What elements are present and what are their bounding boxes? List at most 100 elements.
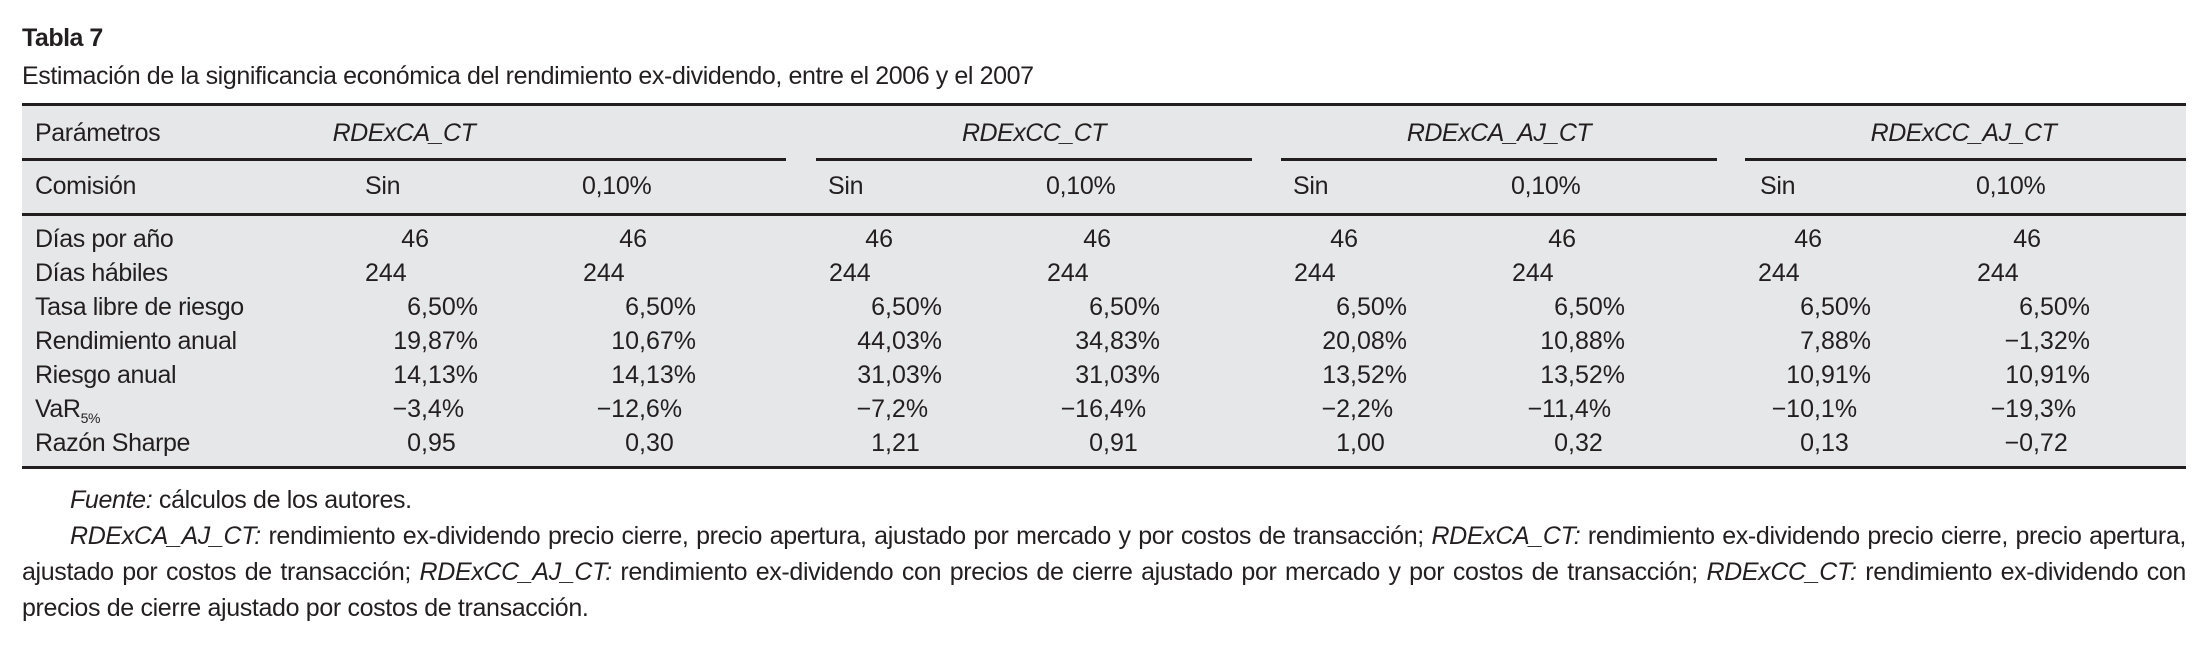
group-header-3: RDExCA_AJ_CT xyxy=(1406,119,1592,147)
row-label: Razón Sharpe xyxy=(35,429,190,458)
row-label: Tasa libre de riesgo xyxy=(35,293,244,322)
table-cell: 244 xyxy=(1512,259,1554,287)
table-cell: 0,30 xyxy=(625,429,674,457)
table-cell: −2,2% xyxy=(1321,395,1394,423)
table-cell: 31,03% xyxy=(1075,361,1160,389)
table-cell: −19,3% xyxy=(1990,395,2077,423)
row-label: Rendimiento anual xyxy=(35,327,237,356)
table-cell: 46 xyxy=(1330,225,1358,253)
group-rule-2 xyxy=(816,158,1252,161)
table-cell: 6,50% xyxy=(2019,293,2090,321)
subheader-commission: 0,10% xyxy=(582,172,652,200)
row-label-text: Riesgo anual xyxy=(35,361,177,389)
table-cell: 6,50% xyxy=(625,293,696,321)
subheader-commission: Sin xyxy=(828,172,864,200)
bottom-rule xyxy=(22,466,2186,469)
table-cell: 44,03% xyxy=(857,327,942,355)
table-cell: 46 xyxy=(865,225,893,253)
def-text: rendimiento ex-dividendo con precios de … xyxy=(611,558,1707,586)
table-cell: 10,67% xyxy=(611,327,696,355)
row-label: Riesgo anual xyxy=(35,361,177,390)
table-cell: 7,88% xyxy=(1800,327,1871,355)
table-cell: 46 xyxy=(1083,225,1111,253)
table-cell: 20,08% xyxy=(1322,327,1407,355)
source-note: Fuente: cálculos de los autores. xyxy=(22,482,2186,518)
table-cell: 6,50% xyxy=(1089,293,1160,321)
subheader-commission: Sin xyxy=(1293,172,1329,200)
table-cell: 0,13 xyxy=(1800,429,1849,457)
table-cell: 6,50% xyxy=(1800,293,1871,321)
subheader-commission: 0,10% xyxy=(1976,172,2046,200)
header-parametros: Parámetros xyxy=(35,119,161,147)
row-label-text: VaR xyxy=(35,395,81,423)
table-cell: 46 xyxy=(1548,225,1576,253)
row-label-text: Tasa libre de riesgo xyxy=(35,293,244,321)
table-cell: 19,87% xyxy=(393,327,478,355)
row-label-text: Días hábiles xyxy=(35,259,168,287)
table-cell: −3,4% xyxy=(392,395,465,423)
table-cell: 0,91 xyxy=(1089,429,1138,457)
table-cell: 13,52% xyxy=(1540,361,1625,389)
table-cell: −7,2% xyxy=(856,395,929,423)
table-cell: 6,50% xyxy=(1554,293,1625,321)
row-label-text: Días por año xyxy=(35,225,174,253)
table-cell: 13,52% xyxy=(1322,361,1407,389)
top-rule xyxy=(22,103,2186,106)
table-cell: 46 xyxy=(401,225,429,253)
group-header-1: RDExCA_CT xyxy=(332,119,476,147)
def-term: RDExCC_CT: xyxy=(1706,558,1857,586)
table-cell: 1,21 xyxy=(871,429,920,457)
row-label: Días hábiles xyxy=(35,259,168,288)
def-text: rendimiento ex-dividendo precio cierre, … xyxy=(260,522,1432,550)
header-comision: Comisión xyxy=(35,172,136,200)
group-rule-1 xyxy=(22,158,786,161)
table-cell: 6,50% xyxy=(407,293,478,321)
row-label-text: Razón Sharpe xyxy=(35,429,191,457)
table-cell: 1,00 xyxy=(1336,429,1385,457)
group-header-4: RDExCC_AJ_CT xyxy=(1870,119,2057,147)
group-rule-3 xyxy=(1281,158,1717,161)
table-cell: 6,50% xyxy=(871,293,942,321)
row-label: Días por año xyxy=(35,225,174,254)
table-cell: 244 xyxy=(1758,259,1800,287)
def-text: rendimiento ex-dividendo con precios de … xyxy=(22,558,2186,622)
table-cell: 244 xyxy=(365,259,407,287)
table-title: Tabla 7 xyxy=(22,24,103,52)
row-label-text: Rendimiento anual xyxy=(35,327,237,355)
subheader-commission: 0,10% xyxy=(1046,172,1116,200)
data-table: Parámetros RDExCA_CT RDExCC_CT RDExCA_AJ… xyxy=(22,103,2186,469)
table-cell: −12,6% xyxy=(596,395,683,423)
row-label-subscript: 5% xyxy=(80,410,101,426)
table-cell: 0,95 xyxy=(407,429,456,457)
definitions-note: RDExCA_AJ_CT: rendimiento ex-dividendo p… xyxy=(22,518,2186,626)
table-cell: −11,4% xyxy=(1527,395,1612,423)
group-header-2: RDExCC_CT xyxy=(961,119,1107,147)
subheader-commission: Sin xyxy=(365,172,401,200)
table-cell: −10,1% xyxy=(1771,395,1858,423)
table-cell: 244 xyxy=(583,259,625,287)
def-term: RDExCA_AJ_CT: xyxy=(70,522,261,550)
table-cell: 0,32 xyxy=(1554,429,1603,457)
table-cell: 46 xyxy=(2013,225,2041,253)
table-cell: 46 xyxy=(619,225,647,253)
table-cell: 244 xyxy=(1294,259,1336,287)
table-cell: 34,83% xyxy=(1075,327,1160,355)
def-text: rendimiento ex-dividendo precio cierre, … xyxy=(22,522,2186,586)
table-cell: 31,03% xyxy=(857,361,942,389)
table-notes: Fuente: cálculos de los autores. RDExCA_… xyxy=(22,482,2186,626)
table-cell: −16,4% xyxy=(1060,395,1147,423)
table-cell: 46 xyxy=(1794,225,1822,253)
group-rule-4 xyxy=(1745,158,2186,161)
row-label: VaR5% xyxy=(35,395,100,426)
table-cell: −1,32% xyxy=(2004,327,2090,355)
table-cell: −0,72 xyxy=(2004,429,2068,457)
def-term: RDExCC_AJ_CT: xyxy=(419,558,613,586)
table-cell: 6,50% xyxy=(1336,293,1407,321)
table-cell: 14,13% xyxy=(611,361,696,389)
source-text: cálculos de los autores. xyxy=(152,486,412,514)
table-caption: Estimación de la significancia económica… xyxy=(22,62,1034,90)
source-label: Fuente: xyxy=(70,486,153,514)
subheader-commission: Sin xyxy=(1760,172,1796,200)
subheader-commission: 0,10% xyxy=(1511,172,1581,200)
table-cell: 10,91% xyxy=(2005,361,2090,389)
